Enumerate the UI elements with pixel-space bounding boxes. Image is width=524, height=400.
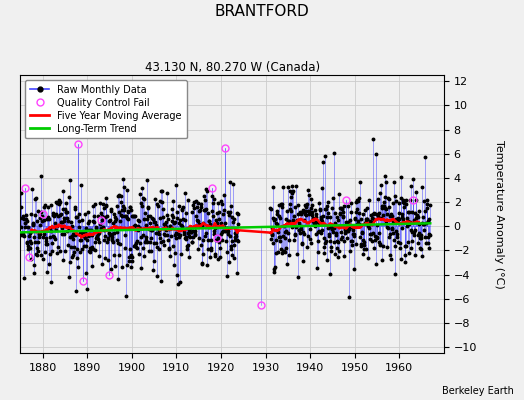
Legend: Raw Monthly Data, Quality Control Fail, Five Year Moving Average, Long-Term Tren: Raw Monthly Data, Quality Control Fail, … [25,80,187,138]
Y-axis label: Temperature Anomaly (°C): Temperature Anomaly (°C) [494,140,504,288]
Text: Berkeley Earth: Berkeley Earth [442,386,514,396]
Text: BRANTFORD: BRANTFORD [215,4,309,19]
Title: 43.130 N, 80.270 W (Canada): 43.130 N, 80.270 W (Canada) [145,61,320,74]
